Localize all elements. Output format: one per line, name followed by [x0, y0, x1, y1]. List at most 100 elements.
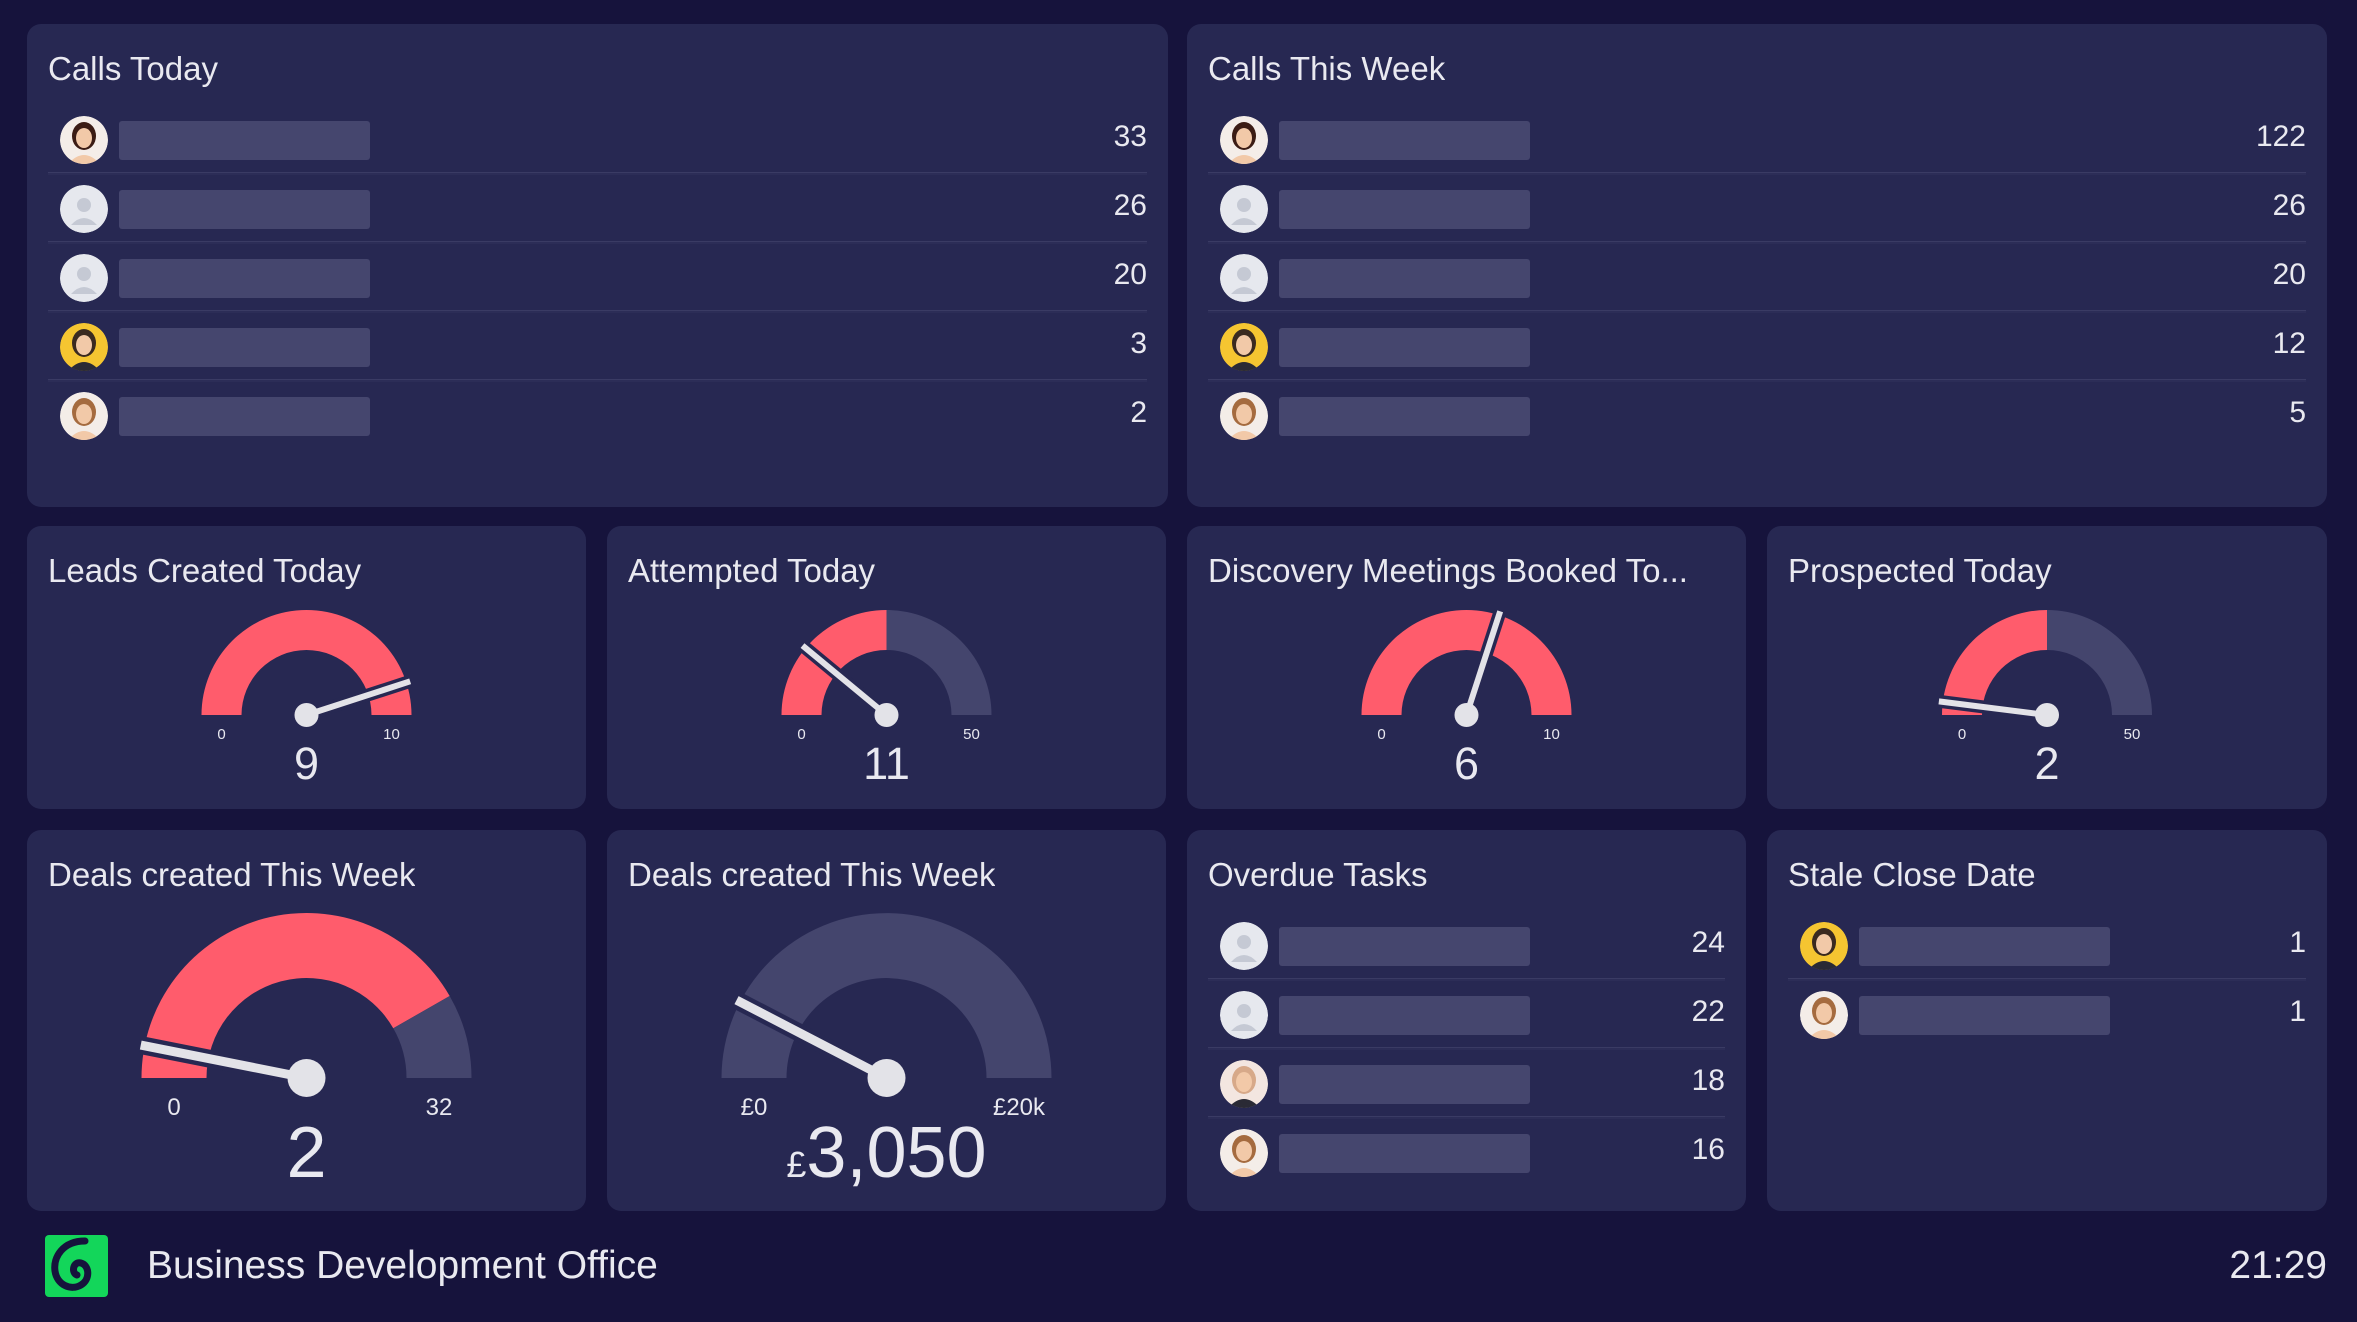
list-item[interactable]: 2 [27, 382, 1168, 451]
gauge [721, 913, 1052, 1097]
gauge-track-arc [393, 995, 472, 1078]
count-value: 12 [2272, 327, 2306, 360]
gauge-needle [1463, 610, 1504, 716]
gauge-min-label: 0 [1957, 726, 1967, 743]
gauge [1938, 610, 2152, 727]
list-item[interactable]: 18 [1187, 1050, 1746, 1119]
gauge-max-label: 50 [963, 726, 980, 743]
gauge-value-number: 11 [863, 738, 910, 789]
count-value: 3 [1130, 327, 1147, 360]
currency-symbol: £ [786, 1144, 807, 1185]
swirl-logo-icon [45, 1235, 108, 1297]
list-item[interactable]: 1 [1767, 981, 2327, 1050]
gauge-highlight-arc [781, 610, 887, 715]
row-divider [48, 379, 1147, 382]
list-item[interactable]: 122 [1187, 106, 2327, 175]
list-item[interactable]: 33 [27, 106, 1168, 175]
placeholder-avatar-icon [1220, 254, 1268, 302]
panel-title: Calls This Week [1208, 50, 1446, 87]
calls-today-panel: Calls Today 33 26 20 3 2 [27, 24, 1168, 507]
count-value: 18 [1691, 1064, 1725, 1097]
row-divider [1208, 1116, 1725, 1119]
avatar [60, 392, 108, 440]
count-value: 16 [1691, 1133, 1725, 1166]
gauge-value: £3,050 [607, 1112, 1166, 1194]
list-item[interactable]: 26 [1187, 175, 2327, 244]
avatar [1800, 922, 1848, 970]
clock: 21:29 [2229, 1244, 2327, 1287]
panel-title: Overdue Tasks [1208, 856, 1428, 893]
list-item[interactable]: 20 [1187, 244, 2327, 313]
panel-title: Stale Close Date [1788, 856, 2036, 893]
avatar [1220, 116, 1268, 164]
name-placeholder-bar [1279, 1134, 1530, 1173]
prospected-today-panel: Prospected Today 0 50 2 [1767, 526, 2327, 809]
row-divider [1208, 1047, 1725, 1050]
list-item[interactable]: 3 [27, 313, 1168, 382]
count-value: 1 [2289, 926, 2306, 959]
list-item[interactable]: 16 [1187, 1119, 1746, 1188]
gauge-value-number: 9 [293, 738, 320, 789]
gauge-hub [294, 703, 319, 727]
placeholder-avatar-icon [1220, 185, 1268, 233]
gauge-track-arc [2047, 610, 2152, 715]
list-item[interactable]: 24 [1187, 912, 1746, 981]
gauge-needle [734, 996, 889, 1082]
count-value: 33 [1113, 120, 1147, 153]
name-placeholder-bar [1279, 328, 1530, 367]
gauge-value: 9 [27, 738, 586, 790]
gauge-needle [139, 1040, 308, 1083]
row-divider [1788, 978, 2306, 981]
name-placeholder-bar [1279, 190, 1530, 229]
discovery-meetings-panel: Discovery Meetings Booked To... 0 10 6 [1187, 526, 1746, 809]
list-item[interactable]: 22 [1187, 981, 1746, 1050]
list-item[interactable]: 1 [1767, 912, 2327, 981]
name-placeholder-bar [119, 121, 370, 160]
gauge-needle [305, 678, 412, 718]
row-divider [1208, 241, 2306, 244]
name-placeholder-bar [119, 190, 370, 229]
gauge-value: 2 [1767, 738, 2327, 790]
panel-title: Calls Today [48, 50, 218, 87]
gauge-value: 2 [27, 1112, 586, 1194]
row-divider [1208, 978, 1725, 981]
count-value: 24 [1691, 926, 1725, 959]
count-value: 1 [2289, 995, 2306, 1028]
name-placeholder-bar [1859, 927, 2110, 966]
name-placeholder-bar [1279, 121, 1530, 160]
gauge-hub [287, 1059, 326, 1097]
gauge-hub [2035, 703, 2059, 727]
stale-close-date-panel: Stale Close Date 1 1 [1767, 830, 2327, 1211]
gauge-highlight-arc [1361, 610, 1572, 715]
avatar [1220, 392, 1268, 440]
gauge-max-label: 50 [2123, 726, 2141, 743]
avatar [60, 323, 108, 371]
gauge-value: 6 [1187, 738, 1746, 790]
avatar [1220, 323, 1268, 371]
avatar [60, 116, 108, 164]
gauge-highlight-arc [141, 913, 450, 1078]
row-divider [1208, 172, 2306, 175]
gauge-highlight-arc [201, 610, 412, 715]
gauge-max-label: £20k [992, 1094, 1046, 1121]
gauge-max-label: 10 [383, 726, 400, 743]
count-value: 26 [2272, 189, 2306, 222]
gauge-value-number: 3,050 [806, 1113, 987, 1193]
deals-value-panel: Deals created This Week £0 £20k £3,050 [607, 830, 1166, 1211]
list-item[interactable]: 26 [27, 175, 1168, 244]
gauge-max-label: 10 [1543, 726, 1560, 743]
name-placeholder-bar [119, 259, 370, 298]
count-value: 26 [1113, 189, 1147, 222]
gauge [1361, 609, 1572, 727]
placeholder-avatar-icon [1220, 991, 1268, 1039]
list-item[interactable]: 12 [1187, 313, 2327, 382]
placeholder-avatar-icon [60, 254, 108, 302]
list-item[interactable]: 5 [1187, 382, 2327, 451]
name-placeholder-bar [1279, 1065, 1530, 1104]
list-item[interactable]: 20 [27, 244, 1168, 313]
gauge-hub [874, 703, 899, 727]
gauge-min-label: 0 [1377, 726, 1386, 743]
attempted-today-panel: Attempted Today 0 50 11 [607, 526, 1166, 809]
name-placeholder-bar [1279, 927, 1530, 966]
avatar [1220, 1060, 1268, 1108]
